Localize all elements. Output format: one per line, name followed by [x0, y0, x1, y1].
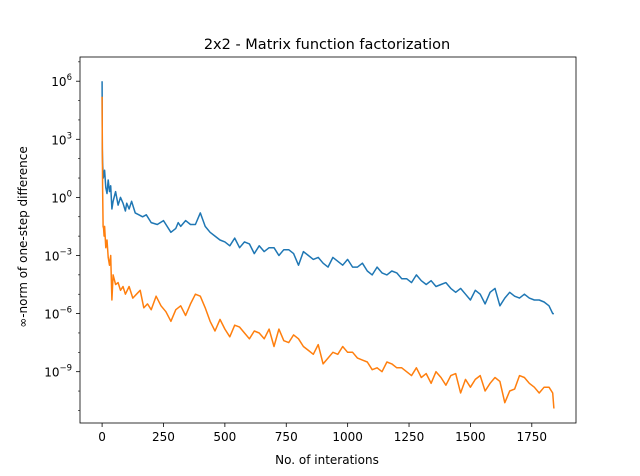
plot-area: 0 250 500 750 1000 1250 1500 1750 106 103 100 10−3 1…	[44, 56, 577, 444]
y-tick-label: 103	[51, 131, 72, 147]
x-axis-title: No. of interations	[275, 453, 379, 467]
y-tick-label: 10−6	[44, 306, 72, 322]
series-line-1	[101, 81, 554, 315]
y-tick-label: 100	[51, 189, 72, 205]
plot-frame	[79, 56, 577, 424]
y-tick-label: 106	[51, 73, 72, 89]
x-tick-label: 500	[213, 430, 236, 444]
y-axis-title: ∞-norm of one-step difference	[16, 146, 30, 328]
x-tick-label: 1250	[394, 430, 425, 444]
x-tick-label: 1000	[332, 430, 363, 444]
x-tick-label: 1500	[455, 430, 486, 444]
y-tick-label: 10−3	[44, 247, 72, 263]
x-tick-label: 0	[98, 430, 106, 444]
chart-title: 2x2 - Matrix function factorization	[204, 37, 450, 53]
x-tick-label: 250	[152, 430, 175, 444]
x-tick-label: 750	[275, 430, 298, 444]
y-tick-label: 10−9	[44, 364, 72, 380]
series-line-2	[101, 96, 555, 409]
x-tick-label: 1750	[517, 430, 548, 444]
